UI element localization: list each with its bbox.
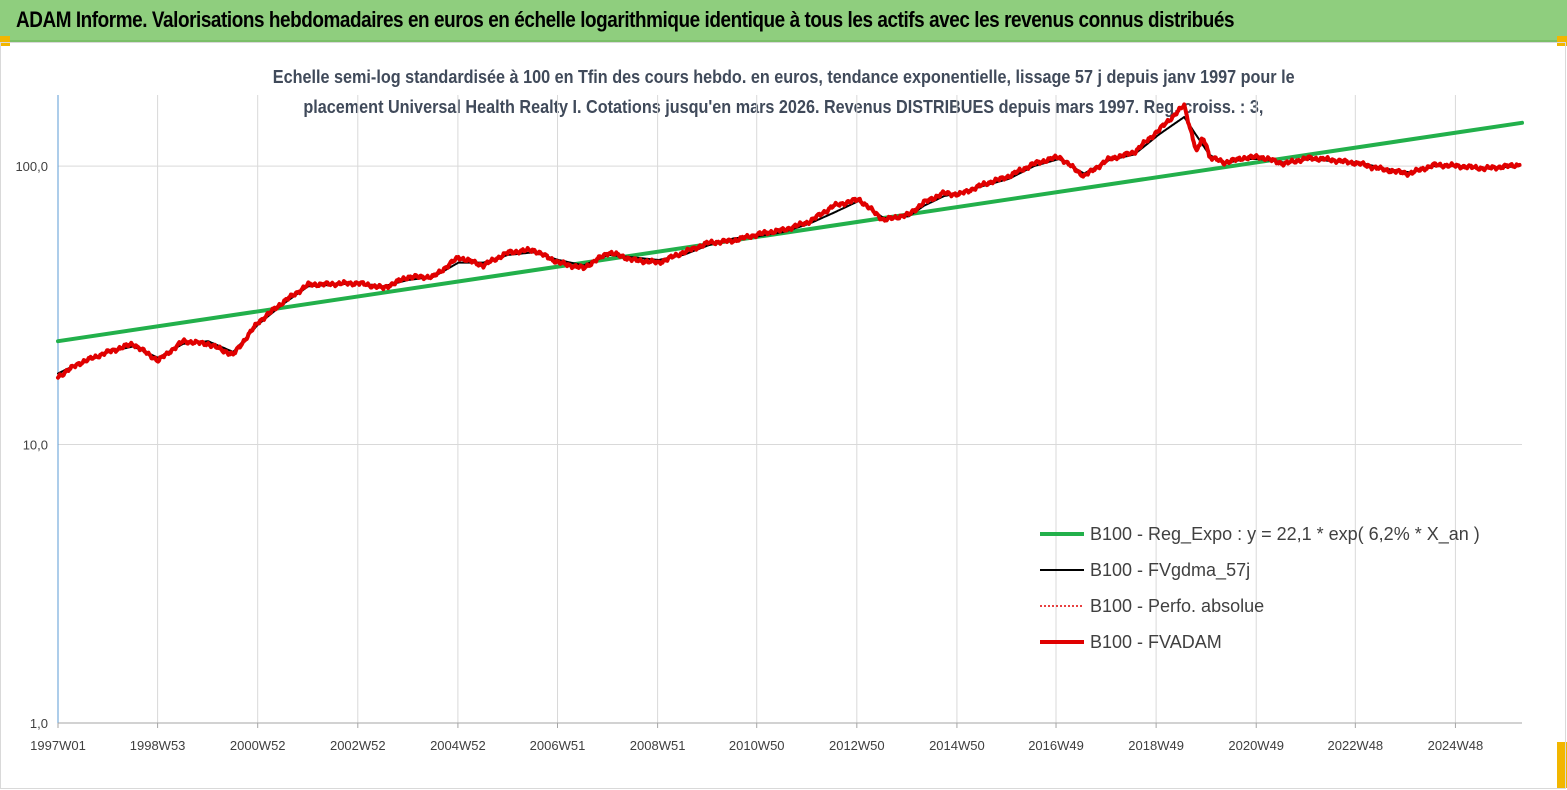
x-tick-label: 1997W01 [30,738,86,753]
series-line-1 [56,120,1524,344]
legend-label: B100 - Reg_Expo : y = 22,1 * exp( 6,2% *… [1090,524,1480,545]
y-tick-label: 100,0 [15,159,48,174]
x-tick-label: 2002W52 [330,738,386,753]
tick-labels: 1,0 10,0 100,0 1997W01 1998W53 2000W52 2002W52… [15,159,1483,753]
x-tick-label: 2016W49 [1028,738,1084,753]
report-header: ADAM Informe. Valorisations hebdomadaire… [0,0,1567,42]
y-tick-label: 10,0 [23,438,48,453]
legend-label: B100 - Perfo. absolue [1090,596,1264,616]
legend-label: B100 - FVgdma_57j [1090,560,1250,581]
y-tick-label: 1,0 [30,716,48,731]
axes [57,95,1522,728]
x-tick-label: 2006W51 [530,738,586,753]
chart-title-line-1: Echelle semi-log standardisée à 100 en T… [0,67,1567,88]
x-tick-label: 2018W49 [1128,738,1184,753]
report-title: ADAM Informe. Valorisations hebdomadaire… [16,7,1235,32]
x-tick-label: 2010W50 [729,738,785,753]
chart-frame [0,42,1566,789]
chart-title-line-2-text: placement Universal Health Realty I. Cot… [303,97,1264,117]
x-tick-label: 2020W49 [1228,738,1284,753]
legend: B100 - Reg_Expo : y = 22,1 * exp( 6,2% *… [1040,524,1480,652]
x-tick-label: 2004W52 [430,738,486,753]
x-tick-label: 2012W50 [829,738,885,753]
x-tick-label: 2008W51 [630,738,686,753]
corner-marker-bottom-right [1557,742,1567,788]
x-tick-label: 2014W50 [929,738,985,753]
x-tick-label: 2022W48 [1328,738,1384,753]
series-line-4 [56,102,1522,380]
x-tick-label: 1998W53 [130,738,186,753]
series-lines [56,102,1524,380]
x-tick-label: 2024W48 [1428,738,1484,753]
chart-title-line-1-text: Echelle semi-log standardisée à 100 en T… [272,67,1295,87]
grid-lines [57,95,1522,724]
corner-marker-top-right [1557,36,1567,46]
chart-title-line-2: placement Universal Health Realty I. Cot… [0,97,1567,118]
legend-label: B100 - FVADAM [1090,632,1222,652]
x-tick-label: 2000W52 [230,738,286,753]
corner-marker-top-left [0,36,10,46]
